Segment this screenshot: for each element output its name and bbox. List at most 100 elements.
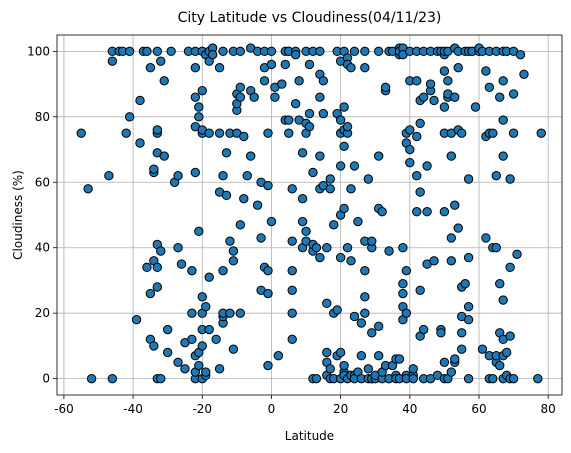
data-point: [339, 141, 349, 151]
data-point: [301, 226, 311, 237]
data-point: [367, 236, 377, 246]
data-point: [515, 49, 526, 60]
data-point: [162, 347, 173, 358]
data-point: [190, 167, 201, 178]
data-point: [263, 128, 273, 138]
data-point: [380, 82, 391, 93]
data-point: [418, 92, 429, 102]
data-point: [204, 272, 214, 282]
data-point: [342, 243, 353, 253]
data-point: [204, 128, 214, 138]
data-point: [263, 360, 273, 371]
data-point: [463, 373, 474, 384]
data-point: [346, 256, 356, 266]
data-point: [287, 334, 297, 345]
data-point: [294, 76, 304, 86]
axis-ticks: -60 -40 -20 0 20 40 60 80 0 20 40 60 80 100: [27, 44, 556, 416]
data-point: [481, 66, 491, 76]
data-point: [346, 184, 356, 194]
data-point: [360, 63, 370, 73]
data-point: [201, 301, 211, 312]
data-point: [384, 246, 394, 256]
data-point: [315, 46, 325, 57]
data-point: [446, 151, 457, 161]
data-point: [218, 265, 228, 276]
data-point: [425, 79, 436, 89]
data-point: [225, 308, 235, 318]
data-point: [498, 295, 508, 305]
data-point: [363, 174, 373, 184]
data-point: [149, 341, 159, 351]
data-point: [436, 328, 446, 338]
data-point: [252, 200, 263, 210]
data-point: [360, 46, 370, 57]
data-point: [429, 256, 439, 266]
data-point: [512, 249, 522, 259]
data-point: [287, 236, 297, 246]
data-point: [335, 115, 346, 125]
data-point: [360, 308, 370, 318]
data-point: [228, 246, 239, 256]
data-point: [412, 131, 422, 142]
data-point: [412, 76, 422, 86]
data-point: [235, 82, 246, 93]
data-point: [207, 49, 218, 60]
data-point: [349, 161, 360, 171]
data-point: [463, 174, 474, 184]
data-point: [415, 187, 425, 197]
x-tick-label: 80: [541, 402, 556, 416]
data-point: [221, 190, 232, 201]
data-point: [415, 285, 425, 295]
data-point: [508, 128, 519, 138]
data-point: [263, 288, 273, 299]
data-point: [194, 360, 204, 371]
data-point: [201, 367, 211, 377]
data-point: [536, 128, 546, 138]
data-point: [349, 311, 360, 322]
data-point: [142, 262, 152, 273]
data-point: [311, 373, 322, 384]
data-point: [353, 216, 363, 227]
data-point: [235, 220, 246, 230]
data-point: [211, 334, 221, 345]
data-point: [495, 360, 505, 371]
data-point: [284, 128, 294, 138]
data-point: [322, 298, 332, 309]
data-point: [398, 279, 408, 289]
data-point: [273, 351, 284, 361]
data-point: [256, 233, 266, 243]
data-point: [297, 193, 308, 204]
data-point: [315, 252, 325, 263]
data-point: [505, 262, 515, 273]
data-point: [311, 243, 322, 253]
data-point: [290, 49, 301, 60]
y-tick-label: 0: [42, 372, 50, 386]
data-point: [439, 207, 450, 217]
data-point: [76, 128, 86, 138]
data-point: [470, 102, 481, 112]
data-point: [187, 334, 197, 345]
data-point: [463, 315, 474, 325]
data-point: [221, 148, 232, 158]
data-point: [533, 373, 543, 384]
data-point: [439, 66, 450, 76]
data-point: [339, 102, 349, 112]
data-point: [124, 112, 135, 122]
y-axis-label: Cloudiness (%): [11, 170, 25, 260]
x-tick-label: 60: [471, 402, 486, 416]
y-tick-label: 60: [35, 175, 50, 189]
y-tick-label: 20: [35, 306, 50, 320]
data-point: [498, 151, 508, 161]
data-point: [373, 351, 384, 361]
data-point: [197, 341, 207, 351]
data-point: [495, 92, 505, 102]
data-point: [107, 56, 118, 66]
data-point: [450, 200, 460, 210]
data-point: [187, 308, 197, 318]
data-point: [498, 76, 508, 86]
data-point: [508, 373, 519, 384]
data-point: [297, 148, 308, 158]
data-point: [325, 184, 335, 194]
data-point: [124, 46, 135, 57]
